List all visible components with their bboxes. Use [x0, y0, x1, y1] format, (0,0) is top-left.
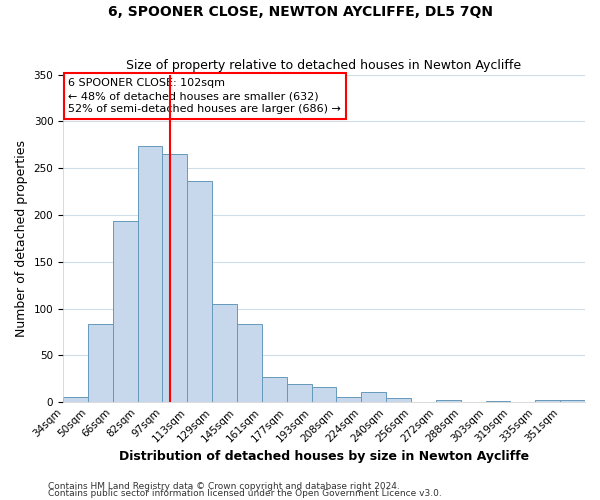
Bar	[88, 324, 113, 402]
Bar	[113, 220, 137, 402]
Text: 6, SPOONER CLOSE, NEWTON AYCLIFFE, DL5 7QN: 6, SPOONER CLOSE, NEWTON AYCLIFFE, DL5 7…	[107, 5, 493, 19]
Bar	[287, 384, 311, 402]
Bar	[535, 400, 560, 402]
Y-axis label: Number of detached properties: Number of detached properties	[15, 140, 28, 337]
Bar	[187, 182, 212, 402]
Bar	[262, 377, 287, 402]
Bar	[237, 324, 262, 402]
Bar	[436, 400, 461, 402]
Bar	[212, 304, 237, 402]
Bar	[337, 396, 361, 402]
Text: Contains public sector information licensed under the Open Government Licence v3: Contains public sector information licen…	[48, 490, 442, 498]
Bar	[137, 146, 163, 402]
Bar	[63, 396, 88, 402]
Title: Size of property relative to detached houses in Newton Aycliffe: Size of property relative to detached ho…	[127, 59, 521, 72]
Text: 6 SPOONER CLOSE: 102sqm
← 48% of detached houses are smaller (632)
52% of semi-d: 6 SPOONER CLOSE: 102sqm ← 48% of detache…	[68, 78, 341, 114]
X-axis label: Distribution of detached houses by size in Newton Aycliffe: Distribution of detached houses by size …	[119, 450, 529, 462]
Bar	[311, 387, 337, 402]
Bar	[163, 154, 187, 402]
Bar	[361, 392, 386, 402]
Bar	[386, 398, 411, 402]
Text: Contains HM Land Registry data © Crown copyright and database right 2024.: Contains HM Land Registry data © Crown c…	[48, 482, 400, 491]
Bar	[560, 400, 585, 402]
